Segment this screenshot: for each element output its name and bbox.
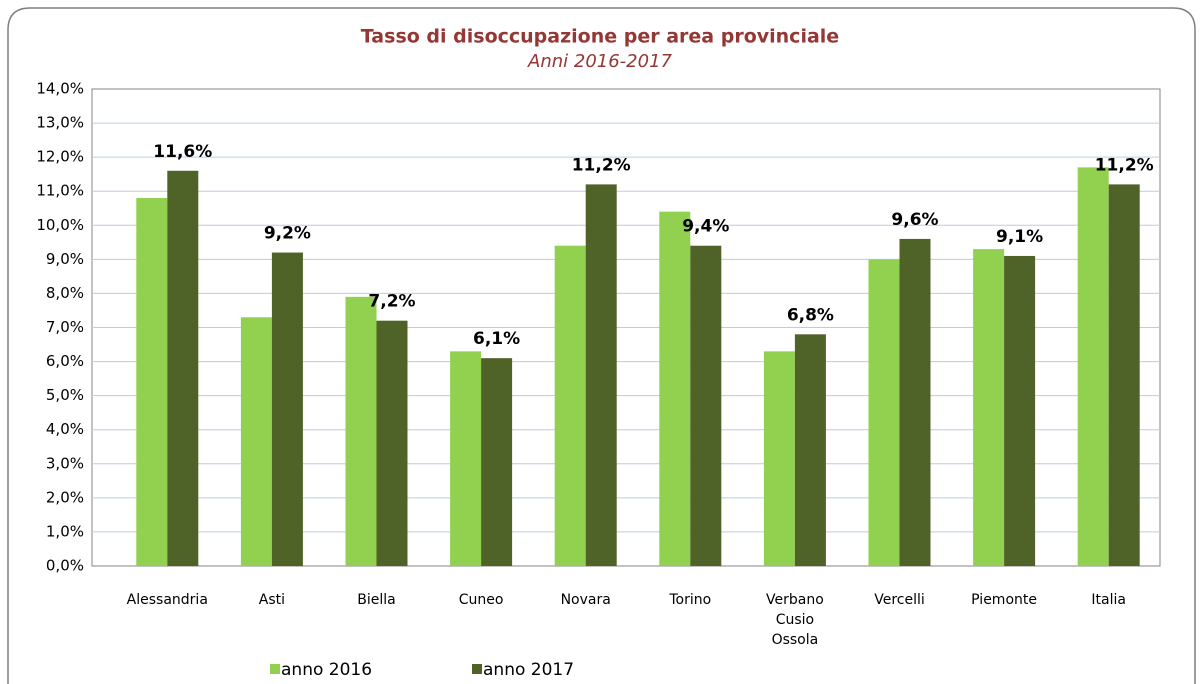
y-tick-label: 6,0% [46,352,84,370]
y-tick-label: 14,0% [36,80,84,98]
bar [481,358,513,566]
legend-label: anno 2017 [483,660,574,680]
legend-label: anno 2016 [281,660,372,680]
data-label: 11,2% [1095,155,1154,175]
chart-subtitle: Anni 2016-2017 [527,51,673,72]
bar [899,238,931,566]
x-tick-label: Piemonte [971,592,1037,608]
bar [450,351,482,566]
data-label: 9,2% [264,224,311,244]
x-tick-label: Verbano Cusio Ossola [766,592,824,648]
bar [271,252,303,567]
bar [1077,167,1109,566]
x-tick-label: Vercelli [874,592,925,608]
data-label: 9,4% [682,217,729,237]
y-tick-label: 5,0% [46,386,84,404]
bar [136,198,168,566]
chart-title: Tasso di disoccupazione per area provinc… [361,26,839,48]
y-tick-label: 12,0% [36,148,84,166]
y-tick-label: 7,0% [46,318,84,336]
legend-swatch [270,664,280,674]
bar [167,170,199,566]
chart-frame [7,7,1196,684]
bar [1108,184,1140,566]
data-label: 6,1% [473,329,520,349]
y-tick-label: 8,0% [46,284,84,302]
data-label: 9,1% [996,227,1043,247]
y-tick-label: 2,0% [46,488,84,506]
bar [1004,255,1036,566]
data-label: 11,2% [572,155,631,175]
x-tick-label: Torino [669,592,712,608]
bar [868,259,900,566]
x-tick-label: Alessandria [126,592,208,608]
x-tick-label: Asti [258,592,286,608]
y-tick-label: 11,0% [36,182,84,200]
bar [973,249,1005,566]
x-tick-label: Biella [357,592,396,608]
bar [345,296,377,566]
x-tick-label: Cuneo [458,592,504,608]
bar [240,317,272,566]
data-label: 7,2% [368,292,415,312]
bar [690,245,722,566]
bar [554,245,586,566]
y-tick-label: 10,0% [36,216,84,234]
bar [659,211,691,566]
y-tick-label: 4,0% [46,420,84,438]
y-tick-label: 0,0% [46,557,84,575]
bar [794,334,826,566]
x-tick-label: Novara [560,592,611,608]
data-label: 11,6% [153,142,212,162]
y-tick-label: 13,0% [36,114,84,132]
bar [376,320,408,566]
bar [585,184,617,566]
y-tick-label: 3,0% [46,454,84,472]
bar [763,351,795,566]
x-tick-label: Italia [1091,592,1126,608]
legend-swatch [472,664,482,674]
y-tick-label: 1,0% [46,522,84,540]
y-tick-label: 9,0% [46,250,84,268]
data-label: 6,8% [787,305,834,325]
data-label: 9,6% [891,210,938,230]
